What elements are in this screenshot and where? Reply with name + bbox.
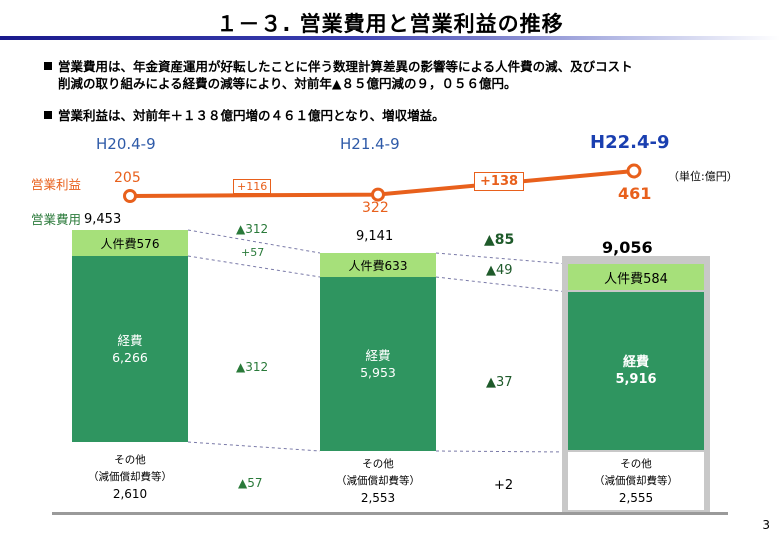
page-title: １－３. 営業費用と営業利益の推移 (216, 12, 564, 36)
baseline (52, 512, 728, 515)
bar-segment-personnel: 人件費584 (568, 264, 704, 290)
bullet-text: 削減の取り組みによる経費の減等により、対前年▲８５億円減の９，０５６億円。 (58, 76, 517, 91)
profit-point (626, 163, 642, 179)
segment-sub: （減価償却費等） (594, 474, 678, 487)
connector-line (435, 450, 569, 453)
bullet-text: 営業費用は、年金資産運用が好転したことに伴う数理計算差異の影響等による人件費の減… (58, 59, 633, 74)
change-expenses: ▲37 (486, 375, 513, 390)
operating-expenses-label: 営業費用 (31, 212, 82, 227)
bullet-profit: 営業利益は、対前年＋１３８億円増の４６１億円となり、増収増益。 (44, 107, 445, 124)
connector-line (187, 441, 321, 452)
square-bullet-icon (44, 111, 52, 119)
connector-lines (187, 229, 569, 453)
page-number: 3 (762, 518, 770, 532)
bar-segment-other: その他 （減価償却費等） 2,555 (568, 452, 704, 510)
connector-line (435, 252, 569, 265)
change-personnel: ▲49 (486, 263, 513, 278)
segment-name: 経費 (622, 355, 649, 370)
total-value: 9,141 (356, 229, 394, 244)
bullet-text: 営業利益は、対前年＋１３８億円増の４６１億円となり、増収増益。 (58, 108, 445, 123)
period-label-current: H22.4-9 (590, 132, 670, 153)
period-label: H20.4-9 (96, 135, 156, 153)
connector-line (435, 276, 569, 293)
total-value: 9,453 (84, 212, 122, 227)
change-personnel: +57 (241, 246, 265, 259)
segment-name: その他 (620, 457, 652, 470)
operating-profit-label: 営業利益 (31, 177, 82, 192)
bar-segment-expenses: 経費 6,266 (72, 256, 188, 442)
bar-segment-expenses: 経費 5,916 (568, 292, 704, 450)
change-other: ▲57 (238, 476, 263, 490)
segment-sub: （減価償却費等） (88, 470, 172, 483)
unit-label: （単位:億円） (668, 170, 738, 183)
bullet-expenses: 営業費用は、年金資産運用が好転したことに伴う数理計算差異の影響等による人件費の減… (44, 58, 764, 92)
period-label: H21.4-9 (340, 135, 400, 153)
profit-value: 205 (114, 170, 141, 186)
title-underline (0, 36, 780, 40)
segment-value: 2,555 (618, 490, 654, 505)
bar-segment-personnel: 人件費633 (320, 253, 436, 277)
profit-value: 461 (618, 184, 652, 203)
segment-value: 2,553 (360, 491, 396, 505)
bar-segment-personnel: 人件費576 (72, 230, 188, 256)
bar-segment-expenses: 経費 5,953 (320, 277, 436, 451)
segment-name: 経費 (365, 348, 391, 363)
square-bullet-icon (44, 62, 52, 70)
segment-value: 5,916 (615, 372, 657, 387)
profit-change-badge: +138 (474, 172, 525, 191)
bar-segment-other: その他 （減価償却費等） 2,553 (320, 451, 436, 512)
profit-value: 322 (362, 200, 389, 216)
change-other: +2 (494, 478, 514, 493)
connector-line (187, 229, 321, 254)
profit-change-badge: +116 (233, 179, 272, 194)
segment-value: 2,610 (112, 486, 148, 501)
segment-value: 6,266 (112, 350, 148, 365)
change-total: ▲312 (236, 222, 269, 236)
bar-segment-other: その他 （減価償却費等） 2,610 (72, 442, 188, 512)
profit-point (371, 187, 385, 202)
change-total: ▲85 (484, 232, 515, 248)
connector-line (187, 255, 321, 278)
segment-sub: （減価償却費等） (336, 475, 420, 487)
segment-value: 5,953 (360, 365, 396, 380)
operating-profit-line (123, 163, 642, 203)
segment-name: その他 (362, 458, 394, 470)
segment-name: その他 (114, 453, 146, 466)
segment-name: 経費 (117, 333, 143, 348)
total-value: 9,056 (602, 238, 653, 257)
profit-point (123, 189, 137, 203)
change-expenses: ▲312 (236, 360, 269, 374)
